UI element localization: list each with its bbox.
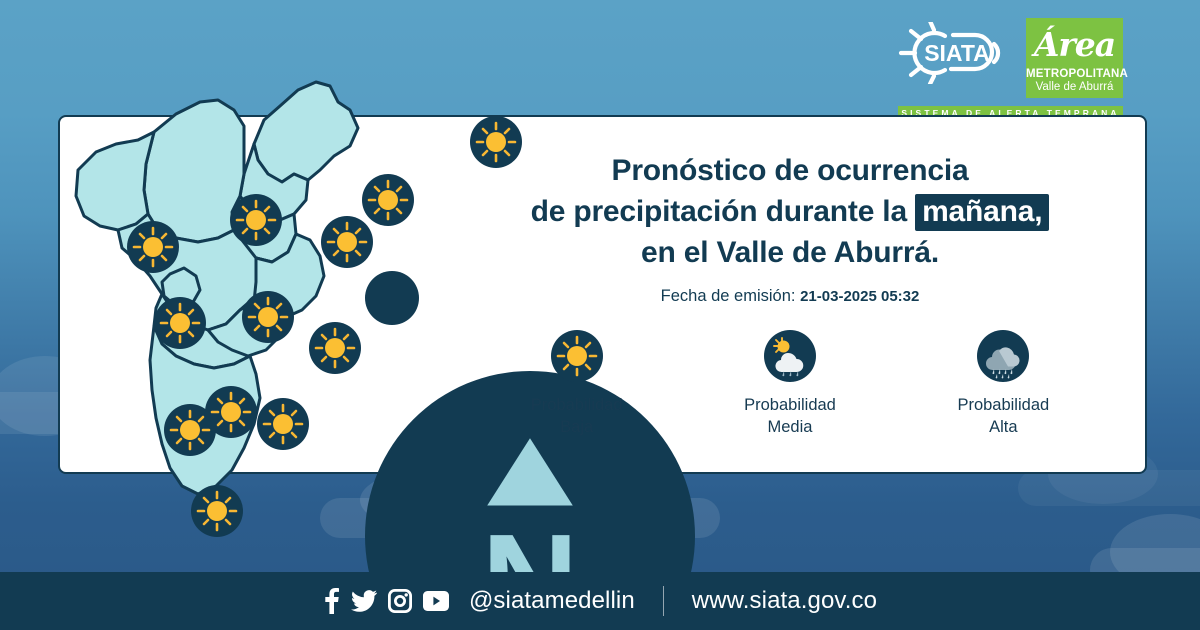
title-line-2-text: de precipitación durante la — [530, 195, 916, 228]
map-marker-m4[interactable] — [321, 216, 373, 268]
title-line-2: de precipitación durante la mañana, — [470, 191, 1110, 232]
region-northwest — [74, 130, 156, 232]
background-cloud-right-upper — [1018, 444, 1200, 506]
headline-block: Pronóstico de ocurrencia de precipitació… — [470, 150, 1110, 306]
siata-logo-text: SIATA — [924, 40, 990, 66]
map-marker-m3[interactable] — [230, 194, 282, 246]
page-title: Pronóstico de ocurrencia de precipitació… — [470, 150, 1110, 273]
website-url[interactable]: www.siata.gov.co — [691, 587, 878, 614]
amva-line1: METROPOLITANA — [1026, 68, 1129, 80]
legend-label-alta: Probabilidad Alta — [957, 396, 1050, 436]
amva-logo: Área METROPOLITANA Valle de Aburrá — [1026, 18, 1129, 98]
legend-item-alta: Probabilidad Alta — [928, 330, 1078, 438]
emission-date-label: Fecha de emisión: — [660, 287, 796, 305]
map-marker-m1[interactable] — [470, 116, 522, 168]
map-marker-m10[interactable] — [257, 398, 309, 450]
legend-label-media: Probabilidad Media — [744, 396, 836, 436]
emission-date-value: 21-03-2025 05:32 — [800, 288, 920, 305]
legend-label-baja: Probabilidad Baja — [530, 396, 623, 436]
twitter-icon[interactable] — [350, 590, 377, 612]
title-line-3: en el Valle de Aburrá. — [641, 236, 939, 269]
youtube-icon[interactable] — [422, 591, 449, 611]
social-handle[interactable]: @siatamedellin — [468, 587, 635, 614]
logo-group: SIATA Área METROPOLITANA Valle de Aburrá… — [893, 18, 1133, 121]
legend-item-media: Probabilidad Media — [715, 330, 865, 438]
map-marker-m7[interactable] — [242, 291, 294, 343]
siata-logo: SIATA — [893, 18, 1021, 87]
cloud-heavy-rain-icon — [977, 330, 1030, 382]
title-highlight-manana: mañana, — [915, 194, 1050, 231]
map-marker-m6[interactable] — [154, 297, 206, 349]
social-icons — [323, 588, 449, 614]
map-marker-m2[interactable] — [362, 174, 414, 226]
valle-de-aburra-map: N — [58, 24, 695, 630]
region-barbosa — [252, 80, 360, 184]
map-marker-m8[interactable] — [309, 322, 361, 374]
footer-bar: @siatamedellin www.siata.gov.co — [0, 572, 1200, 630]
sun-icon — [550, 330, 603, 382]
emission-date: Fecha de emisión: 21-03-2025 05:32 — [470, 287, 1110, 306]
map-marker-m5[interactable] — [127, 221, 179, 273]
compass-rose: N — [365, 271, 695, 630]
map-regions — [74, 80, 360, 496]
amva-script-text: Área — [1033, 25, 1116, 64]
sun-cloud-icon: SIATA — [898, 18, 1001, 87]
facebook-icon[interactable] — [323, 588, 340, 614]
map-marker-m11[interactable] — [164, 404, 216, 456]
sun-cloud-rain-icon — [763, 330, 816, 382]
map-marker-m9[interactable] — [205, 386, 257, 438]
instagram-icon[interactable] — [387, 589, 412, 613]
legend-item-baja: Probabilidad Baja — [502, 330, 652, 438]
amva-line2: Valle de Aburrá — [1035, 81, 1114, 93]
map-marker-m12[interactable] — [191, 485, 243, 537]
probability-legend: Probabilidad Baja Prob — [470, 330, 1110, 438]
footer-divider — [662, 586, 664, 616]
title-line-1: Pronóstico de ocurrencia — [611, 154, 969, 187]
